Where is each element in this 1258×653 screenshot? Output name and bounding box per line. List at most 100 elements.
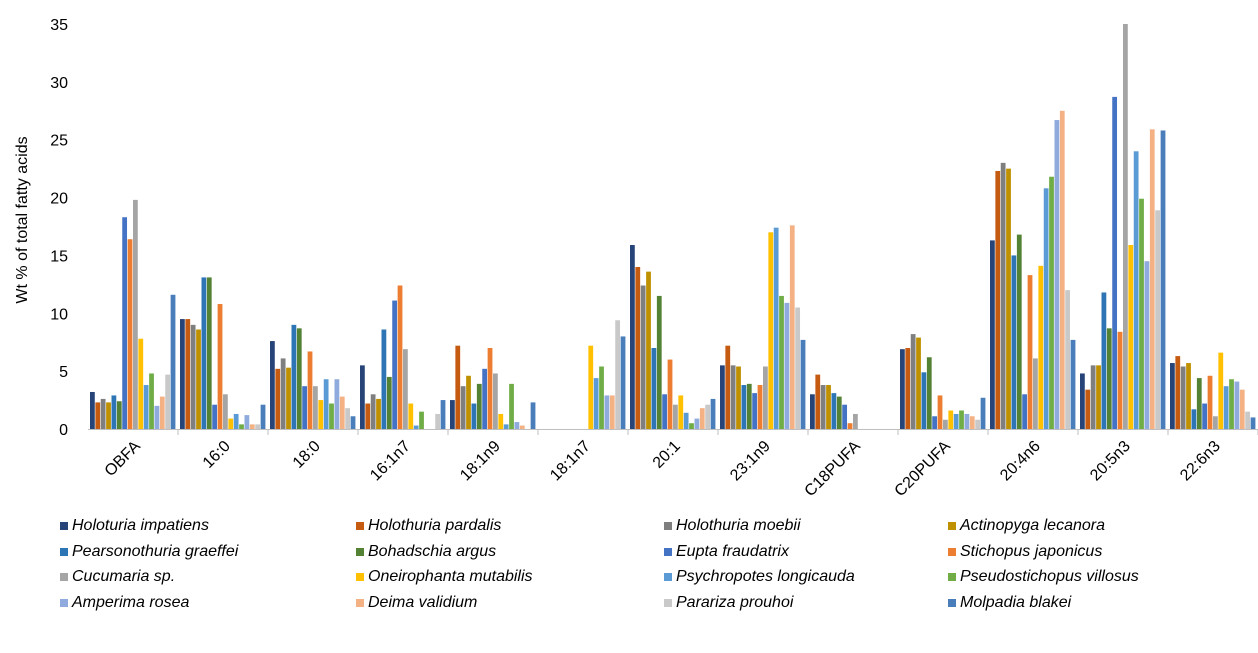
bar [1144,261,1150,429]
bar [1016,234,1022,429]
bar [620,336,626,429]
bar [270,341,275,429]
bar [746,383,752,429]
bar [1160,130,1166,429]
bar [201,277,207,429]
bar [239,424,244,429]
bar [233,413,239,429]
x-tick-label: C20PUFA [892,438,955,501]
bar [689,423,694,429]
bar [853,413,858,429]
bar [249,424,255,429]
legend-label: Holothuria pardalis [368,517,502,534]
legend-label: Oneirophanta mutabilis [368,568,533,585]
bar [905,348,911,429]
bar [757,385,763,429]
bar [291,324,297,429]
y-tick-label: 25 [50,133,68,150]
bar [656,295,662,429]
y-tick-label: 20 [50,191,68,208]
bar [1139,198,1144,429]
bar [413,425,419,429]
bar [403,349,408,429]
bar [593,378,599,429]
x-tick-label: 20:1 [650,438,684,472]
bar [482,368,488,429]
x-tick-label: 22:6n3 [1177,438,1224,485]
bar [1090,365,1096,429]
bar [678,395,684,429]
bar [768,232,774,429]
bar [100,398,106,429]
legend-item: Parariza prouhoi [664,594,793,612]
bar [1239,389,1245,429]
bar [630,245,635,429]
bar [667,359,673,429]
legend-label: Actinopyga lecanora [960,517,1105,534]
bar [487,348,493,429]
bar [1128,245,1134,429]
legend-label: Psychropotes longicauda [676,568,855,585]
bar [1101,292,1107,429]
legend-item: Bohadschia argus [356,543,496,561]
legend-label: Pearsonothuria graeffei [72,542,239,560]
bar [514,422,520,429]
bar [1022,394,1028,429]
bar [604,395,610,429]
legend-item: Actinopyga lecanora [948,517,1105,535]
bar [381,329,387,429]
bar [329,403,334,429]
x-tick-label: 23:1n9 [727,438,774,485]
bar [1234,381,1240,429]
legend-label: Bohadschia argus [368,542,497,560]
bar [1218,352,1224,429]
bar [1033,358,1038,429]
bar [323,379,329,429]
legend-swatch [664,598,672,607]
bar [683,412,689,429]
legend-label: Eupta fraudatrix [676,542,789,560]
bar [980,397,986,429]
bar [763,366,768,429]
bar [789,225,795,429]
bar [752,393,758,429]
legend-swatch [356,547,364,556]
bar [212,404,218,429]
bar [350,416,356,429]
bar [969,416,975,429]
legend-label: Holothuria moebii [676,517,801,534]
bar [376,398,381,429]
bar [260,404,266,429]
bar [466,375,471,429]
legend-item: Pearsonothuria graeffei [60,543,238,561]
bar [392,300,398,429]
bar [180,319,185,429]
bar [779,295,784,429]
bar [455,345,461,429]
bar [921,372,927,429]
y-tick-label: 15 [50,248,68,265]
bar [365,403,371,429]
bar [741,385,747,429]
x-tick-label: 18:0 [290,438,324,472]
legend-swatch [948,522,956,530]
bar [493,373,498,429]
bar [599,366,604,429]
legend-label: Parariza prouhoi [676,593,794,611]
bar [471,403,477,429]
bar [255,424,261,429]
legend-item: Cucumaria sp. [60,568,175,586]
bar [228,418,234,429]
bar [995,170,1001,429]
bar [244,415,250,429]
legend-item: Psychropotes longicauda [664,568,855,586]
bar [900,349,905,429]
legend-label: Deima validium [368,593,478,611]
bar [1112,96,1118,430]
bar [1123,24,1128,429]
bar [1085,389,1091,429]
bar [736,366,741,429]
legend-label: Amperima rosea [72,593,190,611]
bar [1027,275,1033,429]
bar [95,402,101,429]
